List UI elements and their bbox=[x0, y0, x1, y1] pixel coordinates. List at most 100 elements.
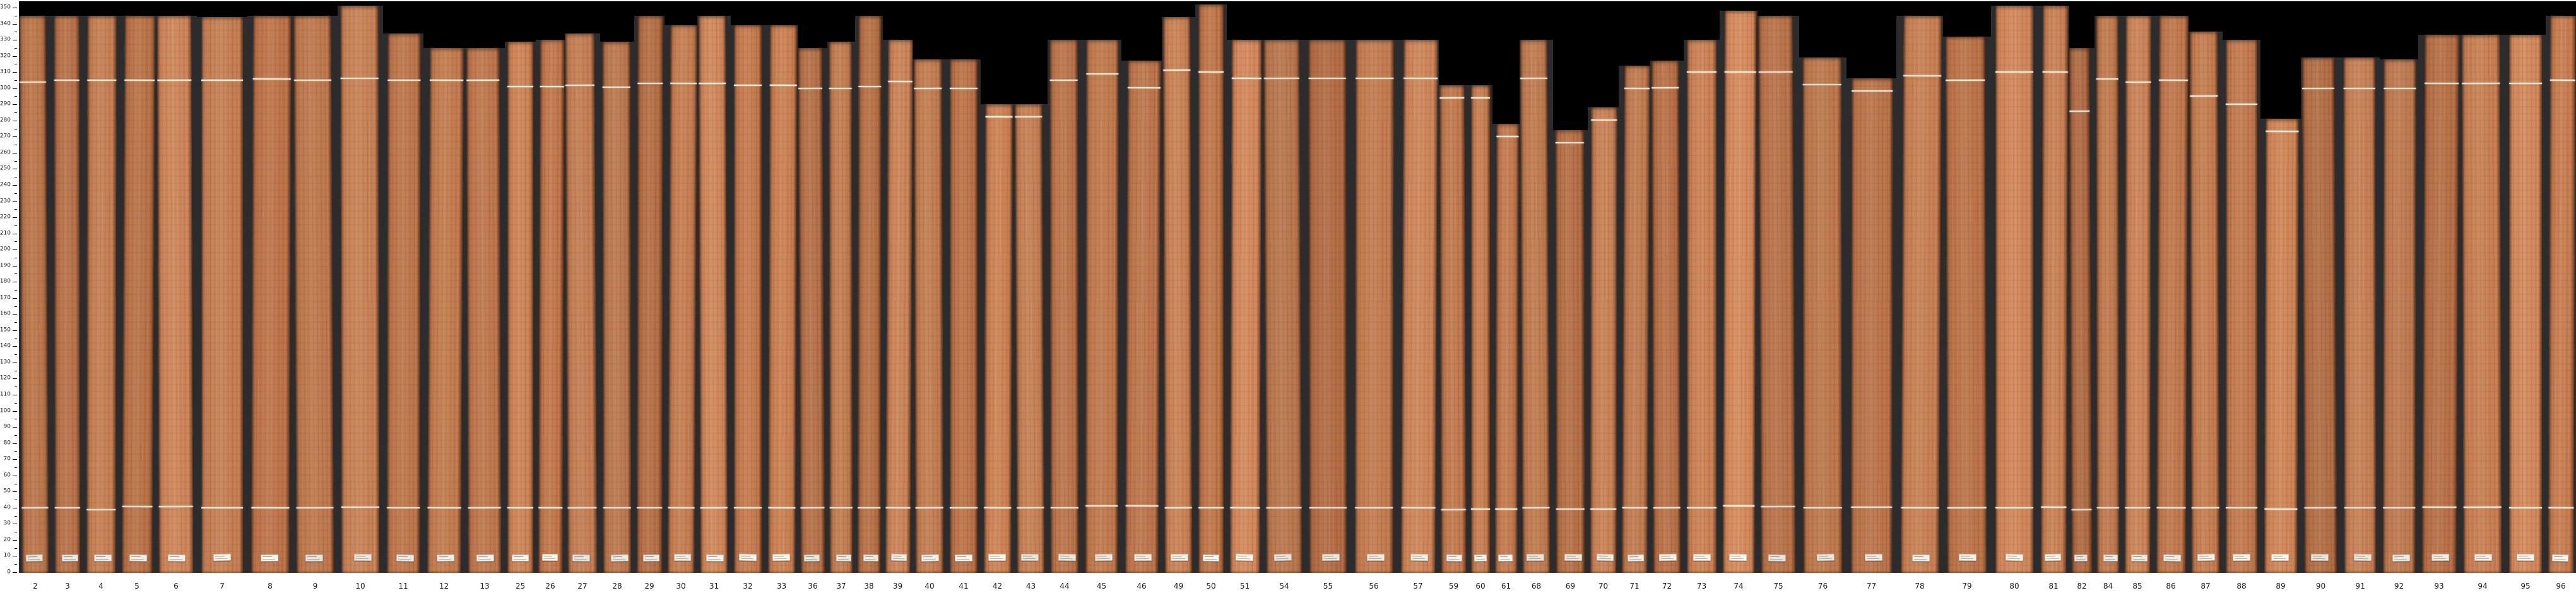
marker-line-lower bbox=[2226, 507, 2257, 508]
marker-line-upper bbox=[2425, 82, 2459, 85]
marker-line-lower bbox=[915, 507, 943, 508]
marker-line-lower bbox=[296, 507, 334, 508]
x-tick-label: 91 bbox=[2355, 582, 2365, 591]
marker-line-upper bbox=[2042, 71, 2068, 73]
core-plank bbox=[1995, 6, 2033, 573]
core-plank bbox=[798, 47, 825, 573]
x-tick-label: 5 bbox=[134, 582, 139, 591]
marker-line-lower bbox=[885, 507, 911, 508]
y-tick-major bbox=[13, 72, 17, 73]
x-tick-label: 28 bbox=[612, 582, 622, 591]
core-label-sticker bbox=[2271, 554, 2289, 561]
marker-line-lower bbox=[2071, 508, 2092, 510]
marker-line-upper bbox=[1231, 78, 1261, 80]
marker-line-upper bbox=[798, 87, 822, 89]
core-plank bbox=[602, 41, 631, 573]
marker-line-upper bbox=[2266, 131, 2299, 133]
y-tick-label: 60 bbox=[3, 472, 11, 479]
marker-line-lower bbox=[603, 507, 631, 508]
core-plank bbox=[1555, 130, 1585, 573]
y-tick-label: 140 bbox=[0, 342, 11, 349]
marker-line-upper bbox=[565, 84, 594, 86]
x-tick-label: 27 bbox=[577, 582, 588, 591]
core-plank bbox=[2343, 57, 2376, 573]
y-tick-label: 130 bbox=[0, 359, 11, 366]
marker-line-upper bbox=[1724, 71, 1756, 73]
core-plank bbox=[1085, 40, 1119, 573]
y-tick-label: 100 bbox=[0, 407, 11, 414]
y-tick-minor bbox=[15, 515, 17, 517]
y-tick-label: 70 bbox=[3, 455, 11, 462]
core-label-sticker bbox=[1958, 553, 1976, 561]
marker-line-lower bbox=[984, 507, 1012, 508]
core-label-sticker bbox=[129, 554, 148, 562]
y-tick-label: 220 bbox=[0, 213, 11, 220]
core-plank bbox=[122, 15, 155, 573]
core-label-sticker bbox=[1273, 553, 1292, 561]
x-tick-label: 54 bbox=[1279, 582, 1289, 591]
core-label-sticker bbox=[2103, 554, 2118, 561]
y-tick-label: 40 bbox=[3, 504, 11, 511]
marker-line-lower bbox=[2304, 507, 2337, 508]
x-tick-label: 68 bbox=[1531, 582, 1542, 591]
marker-line-upper bbox=[1852, 90, 1893, 92]
y-tick-major bbox=[13, 314, 17, 315]
core-label-sticker bbox=[1729, 553, 1747, 561]
core-label-sticker bbox=[1321, 553, 1340, 561]
marker-line-upper bbox=[670, 82, 697, 85]
marker-line-lower bbox=[341, 507, 379, 508]
core-plank bbox=[734, 25, 762, 573]
core-plank bbox=[1758, 15, 1795, 573]
marker-line-upper bbox=[201, 79, 243, 81]
x-tick-label: 42 bbox=[992, 582, 1003, 591]
y-tick-label: 0 bbox=[7, 568, 11, 575]
marker-line-lower bbox=[1125, 505, 1159, 507]
marker-line-upper bbox=[602, 86, 630, 88]
x-axis: 2 3 4 5 6 7 8 9 10 11 12 13 25 26 27 28 29 30 31 32 33 36 37 38… bbox=[0, 580, 2576, 597]
y-tick-label: 350 bbox=[0, 4, 11, 11]
core-plank bbox=[2462, 35, 2502, 573]
x-tick-label: 94 bbox=[2478, 582, 2488, 591]
marker-line-upper bbox=[1758, 71, 1793, 73]
core-label-sticker bbox=[1912, 554, 1930, 561]
marker-line-upper bbox=[157, 79, 192, 81]
core-plank bbox=[698, 15, 728, 573]
marker-line-lower bbox=[1687, 507, 1716, 508]
core-label-sticker bbox=[2516, 554, 2535, 561]
x-tick-label: 33 bbox=[776, 582, 787, 591]
core-plank bbox=[293, 15, 334, 573]
core-plank bbox=[1308, 40, 1347, 573]
core-label-sticker bbox=[1474, 554, 1487, 561]
marker-line-upper bbox=[1520, 78, 1547, 80]
y-tick-label: 160 bbox=[0, 310, 11, 317]
marker-line-lower bbox=[2509, 507, 2542, 508]
core-plank bbox=[2125, 15, 2151, 573]
core-plank bbox=[251, 15, 292, 573]
core-plank bbox=[2156, 15, 2189, 573]
marker-line-lower bbox=[1995, 507, 2033, 508]
y-tick-major bbox=[13, 427, 17, 428]
core-label-sticker bbox=[1596, 554, 1614, 561]
core-label-sticker bbox=[738, 553, 757, 561]
core-plank bbox=[1230, 40, 1261, 573]
x-tick-label: 78 bbox=[1915, 582, 1925, 591]
y-tick-major bbox=[13, 217, 17, 219]
core-label-sticker bbox=[2232, 553, 2251, 561]
core-plank bbox=[2548, 15, 2576, 573]
y-tick-major bbox=[13, 297, 17, 299]
x-tick-label: 43 bbox=[1025, 582, 1036, 591]
y-tick-label: 310 bbox=[0, 68, 11, 75]
core-label-sticker bbox=[954, 554, 973, 561]
marker-line-upper bbox=[2226, 104, 2257, 105]
marker-line-lower bbox=[387, 507, 420, 508]
x-tick-label: 93 bbox=[2434, 582, 2444, 591]
x-tick-label: 71 bbox=[1629, 582, 1640, 591]
y-tick-major bbox=[13, 56, 17, 57]
marker-line-upper bbox=[1624, 87, 1650, 89]
core-plank bbox=[858, 15, 882, 573]
y-tick-major bbox=[13, 491, 17, 493]
y-tick-minor bbox=[15, 193, 17, 194]
y-tick-minor bbox=[15, 241, 17, 243]
core-label-sticker bbox=[61, 554, 79, 561]
core-plank bbox=[1471, 85, 1490, 573]
